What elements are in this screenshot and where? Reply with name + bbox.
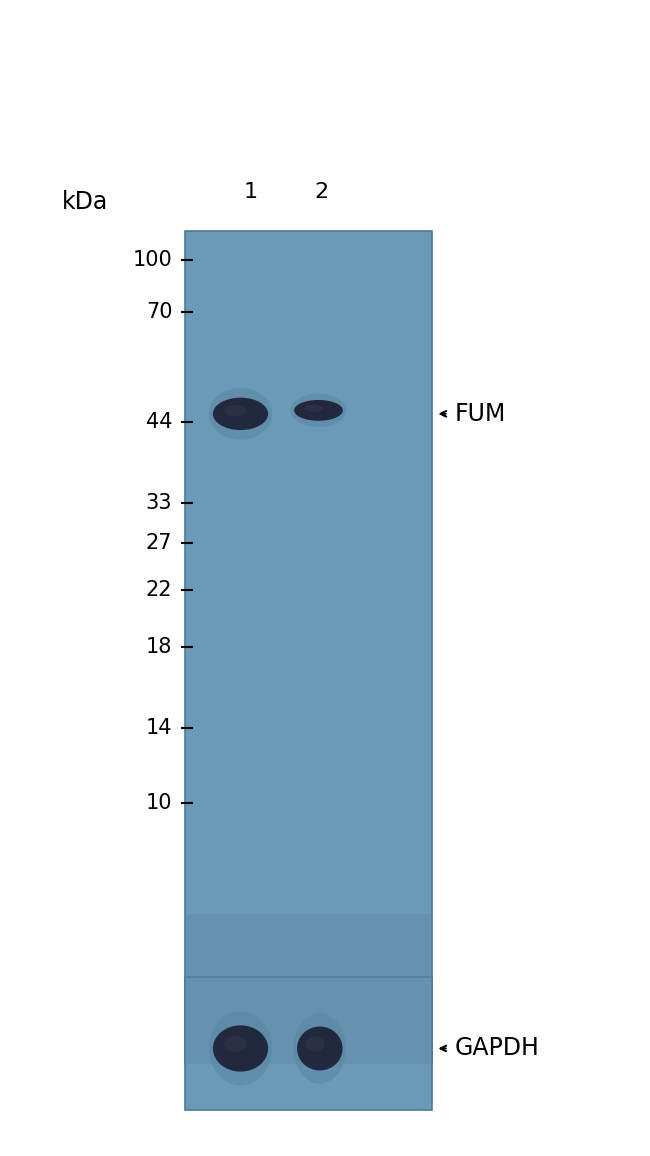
- Text: 22: 22: [146, 579, 172, 600]
- FancyBboxPatch shape: [185, 913, 432, 1064]
- Ellipse shape: [294, 1014, 346, 1083]
- Text: 1: 1: [243, 183, 257, 202]
- Text: kDa: kDa: [61, 190, 108, 214]
- Ellipse shape: [297, 1027, 343, 1070]
- Text: 70: 70: [146, 302, 172, 323]
- FancyBboxPatch shape: [185, 231, 432, 1064]
- Text: 18: 18: [146, 637, 172, 658]
- Text: 44: 44: [146, 412, 172, 432]
- Text: 100: 100: [133, 250, 172, 271]
- Ellipse shape: [306, 1037, 324, 1052]
- Text: GAPDH: GAPDH: [455, 1037, 540, 1060]
- Ellipse shape: [209, 388, 272, 439]
- Text: FUM: FUM: [455, 402, 506, 425]
- Ellipse shape: [224, 405, 246, 416]
- FancyBboxPatch shape: [185, 977, 432, 1110]
- Ellipse shape: [209, 1012, 272, 1085]
- Ellipse shape: [304, 405, 324, 412]
- Text: 33: 33: [146, 492, 172, 513]
- Text: 2: 2: [315, 183, 329, 202]
- Text: 27: 27: [146, 533, 172, 554]
- Ellipse shape: [294, 400, 343, 421]
- Text: 14: 14: [146, 718, 172, 739]
- Ellipse shape: [224, 1036, 246, 1052]
- Ellipse shape: [213, 398, 268, 430]
- Ellipse shape: [213, 1025, 268, 1072]
- Ellipse shape: [291, 394, 346, 427]
- Text: 10: 10: [146, 793, 172, 814]
